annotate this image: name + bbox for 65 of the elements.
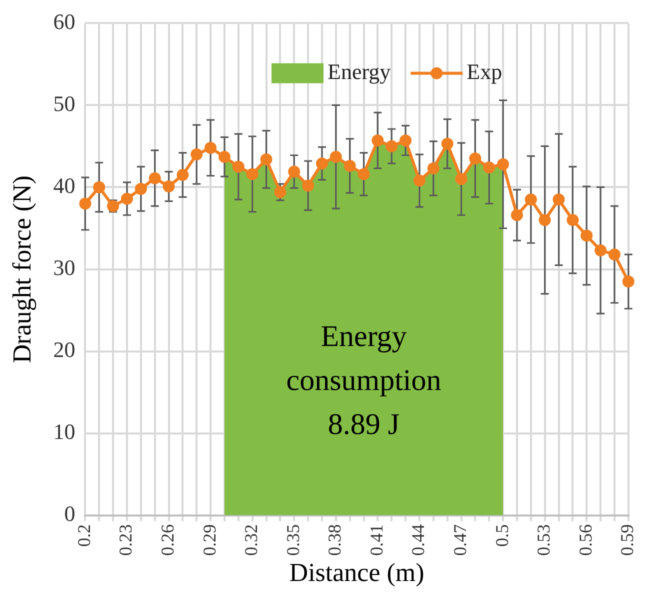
point	[510, 209, 523, 222]
point	[148, 172, 161, 184]
point	[120, 192, 133, 205]
point	[372, 134, 384, 146]
point	[190, 148, 203, 160]
x-tick-label: 0.59	[617, 524, 638, 556]
legend-label: Exp	[466, 58, 502, 84]
point	[330, 150, 342, 163]
point	[552, 194, 565, 206]
x-tick-label: 0.23	[116, 524, 136, 556]
point	[566, 214, 579, 226]
point	[622, 276, 634, 288]
point	[483, 162, 496, 174]
x-tick-label: 0.38	[324, 524, 345, 556]
x-tick-label: 0.2	[74, 524, 94, 547]
point	[246, 168, 258, 180]
x-tick-label: 0.32	[241, 524, 262, 556]
point	[594, 244, 607, 256]
x-axis-title: Distance (m)	[289, 558, 424, 588]
y-axis-title: Draught force (N)	[7, 175, 36, 364]
point	[358, 168, 370, 180]
point	[524, 194, 537, 206]
point	[455, 173, 468, 186]
point	[162, 180, 175, 192]
point	[274, 186, 286, 198]
point	[302, 180, 314, 192]
point	[93, 181, 106, 194]
point	[288, 166, 300, 178]
y-tick-label: 40	[53, 173, 76, 198]
y-tick-label: 60	[53, 8, 76, 34]
point	[538, 214, 551, 226]
point	[413, 174, 426, 187]
point	[400, 134, 412, 146]
y-tick-label: 50	[53, 91, 76, 116]
point	[79, 198, 92, 210]
annotation: Energy consumption 8.89 J	[286, 320, 442, 442]
point	[608, 248, 620, 260]
point	[204, 142, 217, 154]
x-tick-label: 0.5	[492, 524, 512, 547]
point	[232, 160, 244, 173]
x-tick-label: 0.47	[450, 524, 470, 556]
point	[134, 182, 147, 195]
x-tick-label: 0.56	[575, 524, 596, 556]
x-tick-label: 0.35	[282, 524, 303, 556]
y-tick-label: 20	[53, 337, 76, 362]
y-tick-label: 0	[64, 501, 76, 526]
x-tick-label: 0.26	[158, 524, 178, 556]
point	[497, 158, 510, 170]
y-tick-label: 30	[53, 255, 76, 280]
x-tick-label: 0.29	[199, 524, 220, 556]
point	[580, 230, 593, 242]
x-tick-label: 0.44	[408, 524, 428, 556]
point	[218, 150, 230, 163]
legend-label: Energy	[328, 58, 391, 84]
x-tick-label: 0.53	[534, 524, 554, 556]
point	[260, 153, 272, 166]
point	[316, 157, 328, 170]
point	[344, 160, 356, 172]
y-tick-label: 10	[53, 419, 76, 444]
point	[469, 152, 482, 165]
point	[386, 140, 398, 152]
point	[427, 162, 440, 174]
point	[441, 138, 454, 150]
x-tick-label: 0.41	[366, 524, 386, 556]
point	[176, 168, 189, 181]
